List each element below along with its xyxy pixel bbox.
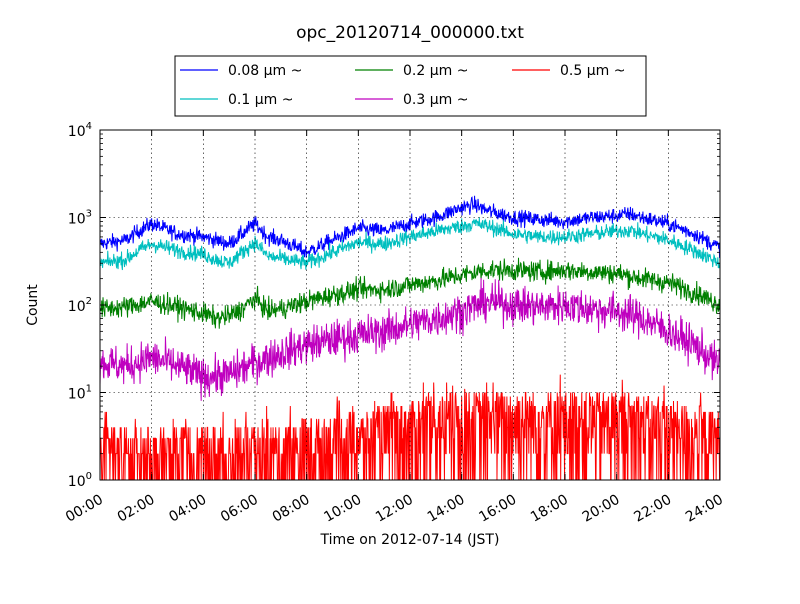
chart-title: opc_20120714_000000.txt <box>296 23 524 43</box>
y-tick-label: 104 <box>68 121 92 140</box>
series-line <box>100 257 720 329</box>
legend: 0.08 μm ~ 0.1 μm ~ 0.2 μm ~ 0.3 μm ~ 0.5 μm … <box>174 55 647 117</box>
x-axis-label: Time on 2012-07-14 (JST) <box>320 532 500 548</box>
y-tick-label: 100 <box>68 471 92 490</box>
y-tick-label: 103 <box>68 209 92 228</box>
legend-label: 0.5 μm ~ <box>560 63 625 79</box>
y-tick-label: 102 <box>68 296 92 315</box>
legend-label: 0.3 μm ~ <box>403 92 468 108</box>
legend-label: 0.2 μm ~ <box>403 63 468 79</box>
legend-label: 0.1 μm ~ <box>228 92 293 108</box>
y-tick-label: 101 <box>68 384 92 403</box>
legend-label: 0.08 μm ~ <box>228 63 302 79</box>
y-axis-label: Count <box>25 284 41 326</box>
y-axis-ticks: 100 101 102 103 104 <box>68 121 720 490</box>
legend-box <box>174 55 647 117</box>
series-line <box>100 374 720 480</box>
